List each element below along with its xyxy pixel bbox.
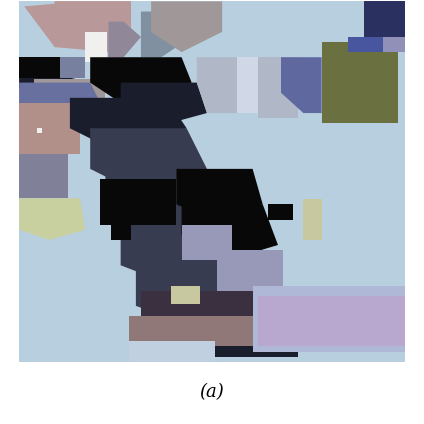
Bar xyxy=(109,37,124,57)
Polygon shape xyxy=(19,83,100,113)
Polygon shape xyxy=(281,57,322,113)
Polygon shape xyxy=(109,22,141,57)
Bar xyxy=(85,32,107,62)
Bar xyxy=(19,103,90,128)
Polygon shape xyxy=(151,1,222,52)
Bar xyxy=(253,286,424,351)
Polygon shape xyxy=(176,169,263,220)
Bar xyxy=(129,316,301,346)
Polygon shape xyxy=(136,265,268,331)
Bar xyxy=(364,1,405,37)
Bar xyxy=(303,199,322,240)
Bar xyxy=(258,57,298,118)
Bar xyxy=(141,291,298,357)
Bar xyxy=(19,153,68,176)
Bar xyxy=(37,128,42,133)
Polygon shape xyxy=(24,1,131,52)
Polygon shape xyxy=(55,1,131,47)
Bar xyxy=(141,291,308,316)
Bar xyxy=(19,57,75,103)
Bar xyxy=(111,220,131,240)
Bar xyxy=(19,128,80,153)
Bar xyxy=(60,57,85,78)
Bar xyxy=(19,57,75,78)
Polygon shape xyxy=(237,57,258,113)
Bar xyxy=(382,37,405,52)
Bar xyxy=(100,179,176,225)
Bar xyxy=(322,42,398,123)
Bar xyxy=(181,225,232,260)
Bar xyxy=(141,306,298,326)
Polygon shape xyxy=(90,57,192,103)
Polygon shape xyxy=(19,198,85,240)
Polygon shape xyxy=(70,98,187,153)
Polygon shape xyxy=(19,57,75,98)
Bar xyxy=(19,1,405,362)
Polygon shape xyxy=(181,204,278,260)
Text: (a): (a) xyxy=(200,383,224,401)
Polygon shape xyxy=(121,83,207,128)
Bar xyxy=(217,250,283,301)
Bar xyxy=(348,37,399,52)
Bar xyxy=(268,204,293,220)
Bar xyxy=(129,341,215,362)
Bar xyxy=(34,78,106,99)
Polygon shape xyxy=(121,220,253,291)
Polygon shape xyxy=(197,57,237,113)
Polygon shape xyxy=(141,11,176,57)
Polygon shape xyxy=(55,1,131,47)
Polygon shape xyxy=(106,169,232,245)
Polygon shape xyxy=(90,128,207,194)
Bar xyxy=(19,176,68,198)
Bar xyxy=(258,296,424,346)
Bar xyxy=(171,286,200,304)
